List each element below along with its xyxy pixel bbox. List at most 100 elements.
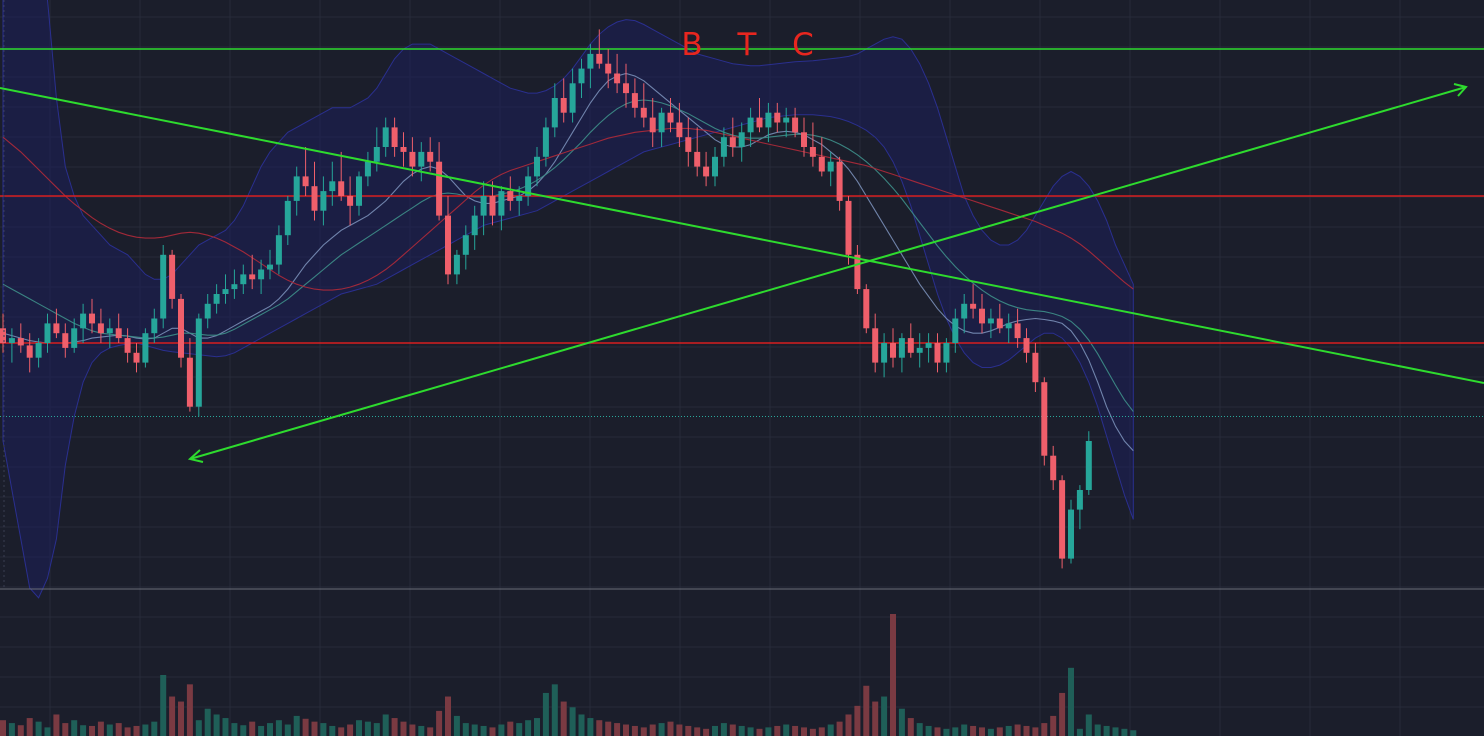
volume-bar [471, 724, 478, 736]
candle-body [453, 254, 460, 275]
candle-body [462, 235, 469, 255]
candle-body [649, 117, 656, 133]
volume-bars [0, 614, 1137, 736]
ascending-trend-line[interactable] [189, 86, 1467, 460]
candle-body [792, 117, 799, 133]
volume-bar [934, 727, 941, 736]
candle-body [169, 254, 176, 299]
candle-body [35, 343, 42, 358]
candle-body [996, 318, 1003, 329]
volume-bar [658, 723, 665, 736]
candle-body [80, 313, 87, 329]
candle-body [44, 323, 51, 343]
candle-body [507, 191, 514, 201]
candle-body [756, 117, 763, 128]
descending-trend-line[interactable] [0, 87, 1484, 384]
candle-body [1005, 323, 1012, 329]
volume-bar [267, 723, 273, 736]
trend-arrowhead-right [1453, 83, 1468, 97]
volume-bar [445, 696, 451, 736]
title-letter-t: T [737, 27, 758, 63]
volume-bar [872, 701, 879, 736]
volume-bar [827, 724, 834, 736]
candle-body [694, 151, 701, 167]
candle-body [471, 215, 478, 236]
volume-bar [925, 725, 932, 736]
candle-body [62, 333, 69, 348]
volume-bar [62, 723, 69, 736]
volume-bar [329, 725, 336, 736]
volume-bar [712, 725, 718, 736]
volume-bar [649, 724, 656, 736]
candle-body [115, 328, 122, 339]
volume-bar [676, 724, 683, 736]
volume-bar [979, 727, 985, 736]
candle-body [1032, 352, 1039, 383]
candle-body [364, 161, 371, 177]
volume-bar [836, 721, 843, 736]
volume-bar [80, 725, 87, 736]
volume-bar [720, 723, 727, 736]
candle-body [258, 269, 265, 280]
volume-bar [1059, 692, 1066, 736]
volume-bar [907, 718, 914, 736]
candle-body [774, 112, 781, 123]
volume-bar [26, 718, 33, 736]
candle-body [445, 215, 451, 275]
volume-bar [1121, 728, 1128, 736]
volume-bar [1023, 725, 1030, 736]
candle-body [382, 127, 389, 147]
volume-bar [525, 720, 532, 736]
volume-bar [8, 723, 15, 736]
candle-body [872, 328, 879, 363]
volume-bar [115, 723, 122, 736]
volume-bar [356, 720, 362, 736]
volume-bar [364, 721, 371, 736]
candle-body [240, 274, 247, 285]
volume-bar [338, 727, 345, 736]
volume-bar [551, 684, 558, 736]
volume-bar [249, 721, 256, 736]
candle-body [809, 147, 816, 157]
volume-bar [578, 714, 585, 736]
volume-bar [1085, 714, 1092, 736]
candle-body [587, 53, 594, 69]
volume-bar [17, 725, 24, 736]
volume-bar [916, 723, 923, 736]
candle-body [8, 338, 15, 343]
candle-body [881, 343, 888, 363]
candle-body [284, 200, 291, 236]
volume-bar [382, 714, 389, 736]
volume-bar [765, 727, 772, 736]
candle-body [934, 343, 941, 363]
volume-bar [302, 718, 309, 736]
candle-body [347, 196, 354, 206]
volume-bar [373, 723, 380, 736]
volume-bar [124, 727, 131, 736]
volume-bar [178, 701, 184, 736]
candle-body [827, 161, 834, 172]
candle-body [106, 328, 113, 334]
candle-body [186, 357, 193, 407]
candle-body [801, 132, 807, 147]
volume-bar [293, 715, 300, 736]
ma-slow-line [2, 127, 1134, 291]
volume-bar [863, 685, 870, 736]
candle-body [498, 191, 505, 216]
candle-body [1041, 382, 1048, 456]
volume-bar [311, 721, 318, 736]
candle-body [418, 151, 425, 167]
volume-bar [1032, 727, 1039, 736]
horizontal-levels [0, 48, 1484, 417]
volume-bar [818, 727, 825, 736]
volume-bar [97, 721, 104, 736]
candle-body [836, 161, 843, 201]
candles [0, 29, 1092, 569]
candle-body [1068, 509, 1074, 559]
volume-bar [35, 721, 42, 736]
volume-bar [801, 727, 807, 736]
volume-bar [204, 708, 211, 736]
volume-bar [222, 718, 229, 736]
candle-body [614, 73, 621, 84]
